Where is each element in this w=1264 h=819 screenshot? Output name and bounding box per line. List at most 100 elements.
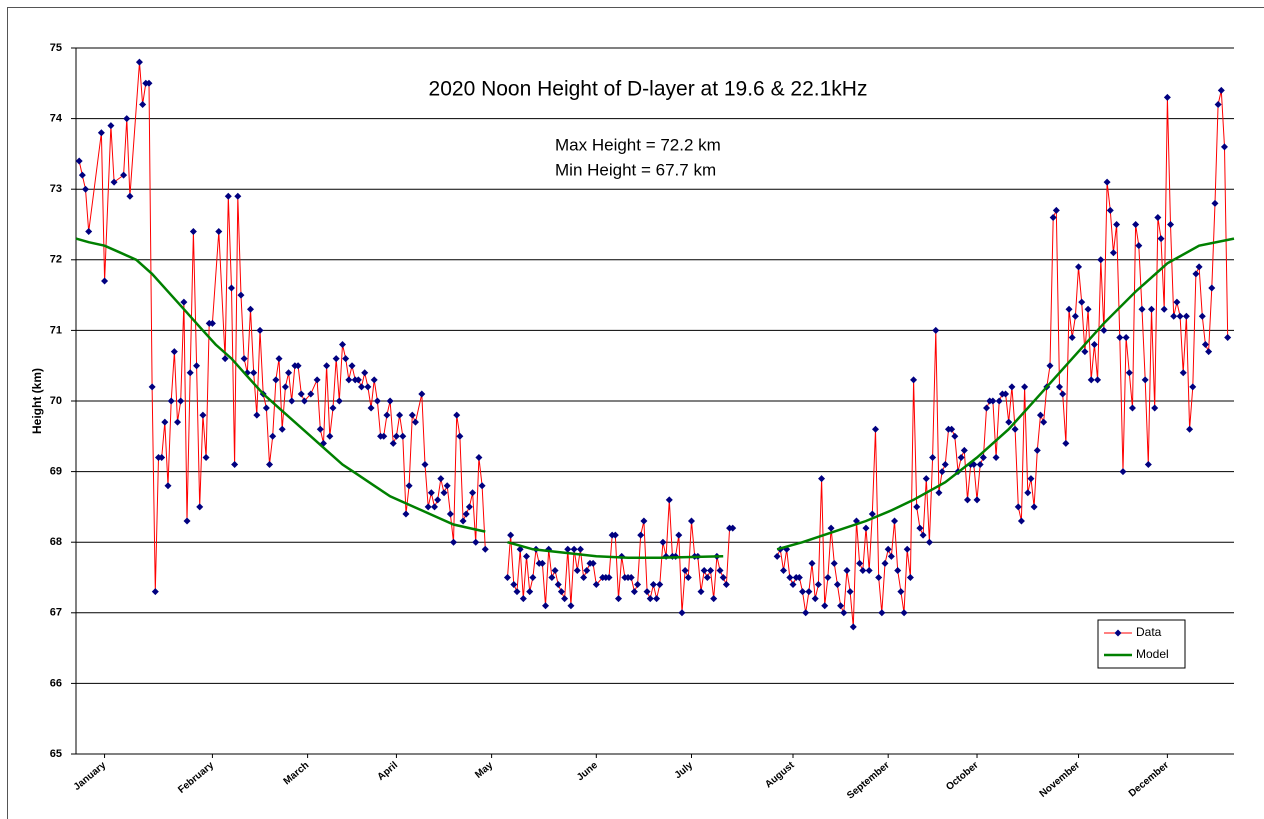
data-point	[551, 566, 559, 574]
data-point	[1008, 383, 1016, 391]
data-point	[224, 192, 232, 200]
data-point	[234, 192, 242, 200]
data-point	[85, 228, 93, 236]
data-point	[779, 566, 787, 574]
data-point	[1002, 390, 1010, 398]
data-point	[465, 503, 473, 511]
data-point	[1144, 461, 1152, 469]
data-point	[135, 58, 143, 66]
data-point	[795, 574, 803, 581]
data-point	[630, 588, 638, 596]
data-point	[580, 574, 588, 581]
data-point	[814, 581, 822, 589]
data-point	[1125, 369, 1133, 377]
y-tick-label: 71	[50, 324, 62, 336]
data-point	[256, 326, 264, 334]
data-point	[101, 277, 109, 285]
data-point	[161, 418, 169, 426]
data-point	[1217, 86, 1225, 94]
data-point	[215, 228, 223, 236]
data-point	[326, 432, 334, 440]
data-point	[646, 595, 654, 603]
data-point	[227, 284, 235, 292]
data-point	[1195, 263, 1203, 271]
data-point	[548, 574, 556, 581]
data-point	[408, 411, 416, 419]
data-point	[1157, 235, 1165, 243]
legend-label: Model	[1136, 647, 1169, 661]
data-point	[507, 531, 515, 539]
data-point	[373, 397, 381, 405]
data-point	[697, 588, 705, 596]
data-point	[1122, 333, 1130, 341]
data-point	[1056, 383, 1064, 391]
data-point	[837, 602, 845, 610]
data-point	[1030, 503, 1038, 511]
legend-marker	[1114, 629, 1122, 637]
data-point	[424, 503, 432, 511]
data-point	[431, 503, 439, 511]
data-point	[583, 566, 591, 574]
data-point	[164, 482, 172, 490]
data-point	[170, 348, 178, 356]
data-point	[881, 559, 889, 567]
data-point	[332, 355, 340, 363]
data-point	[906, 574, 914, 581]
data-point	[1078, 298, 1086, 306]
data-point	[174, 418, 182, 426]
data-point	[653, 595, 661, 603]
data-point	[1173, 298, 1181, 306]
data-point	[348, 362, 356, 370]
data-point	[951, 432, 959, 440]
data-point	[202, 453, 210, 461]
data-point	[1205, 348, 1213, 356]
data-point	[523, 552, 531, 560]
y-tick-label: 73	[50, 183, 62, 195]
data-point	[418, 390, 426, 398]
data-point	[1138, 305, 1146, 313]
data-point	[678, 609, 686, 617]
data-point	[894, 566, 902, 574]
data-point	[82, 185, 90, 193]
data-point	[821, 602, 829, 610]
data-point	[840, 609, 848, 617]
data-point	[773, 552, 781, 560]
data-point	[1075, 263, 1083, 271]
data-point	[167, 397, 175, 405]
data-point	[1167, 221, 1175, 228]
data-point	[1068, 333, 1076, 341]
data-point	[719, 574, 727, 581]
data-point	[1201, 341, 1209, 349]
data-point	[440, 489, 448, 497]
data-point	[976, 461, 984, 469]
y-tick-label: 72	[50, 254, 62, 266]
data-point	[979, 453, 987, 461]
data-point	[481, 545, 489, 553]
data-point	[354, 376, 362, 384]
data-point	[649, 581, 657, 589]
data-point	[891, 517, 899, 525]
data-point	[1208, 284, 1216, 292]
data-point	[1040, 418, 1048, 426]
data-point	[262, 404, 270, 412]
data-point	[472, 538, 480, 546]
data-point	[941, 461, 949, 469]
data-point	[830, 559, 838, 567]
data-point	[300, 397, 308, 405]
data-point	[97, 129, 105, 137]
data-point	[278, 425, 286, 433]
data-point	[386, 397, 394, 405]
data-point	[576, 545, 584, 553]
data-point	[729, 524, 737, 532]
data-point	[605, 574, 613, 581]
data-point	[964, 496, 972, 504]
data-point	[538, 559, 546, 567]
data-point	[916, 524, 924, 532]
data-point	[250, 369, 258, 377]
data-point	[932, 326, 940, 334]
data-point	[1192, 270, 1200, 278]
data-point	[703, 574, 711, 581]
data-point	[1186, 425, 1194, 433]
annotation: Min Height = 67.7 km	[555, 160, 716, 179]
data-point	[1036, 411, 1044, 419]
